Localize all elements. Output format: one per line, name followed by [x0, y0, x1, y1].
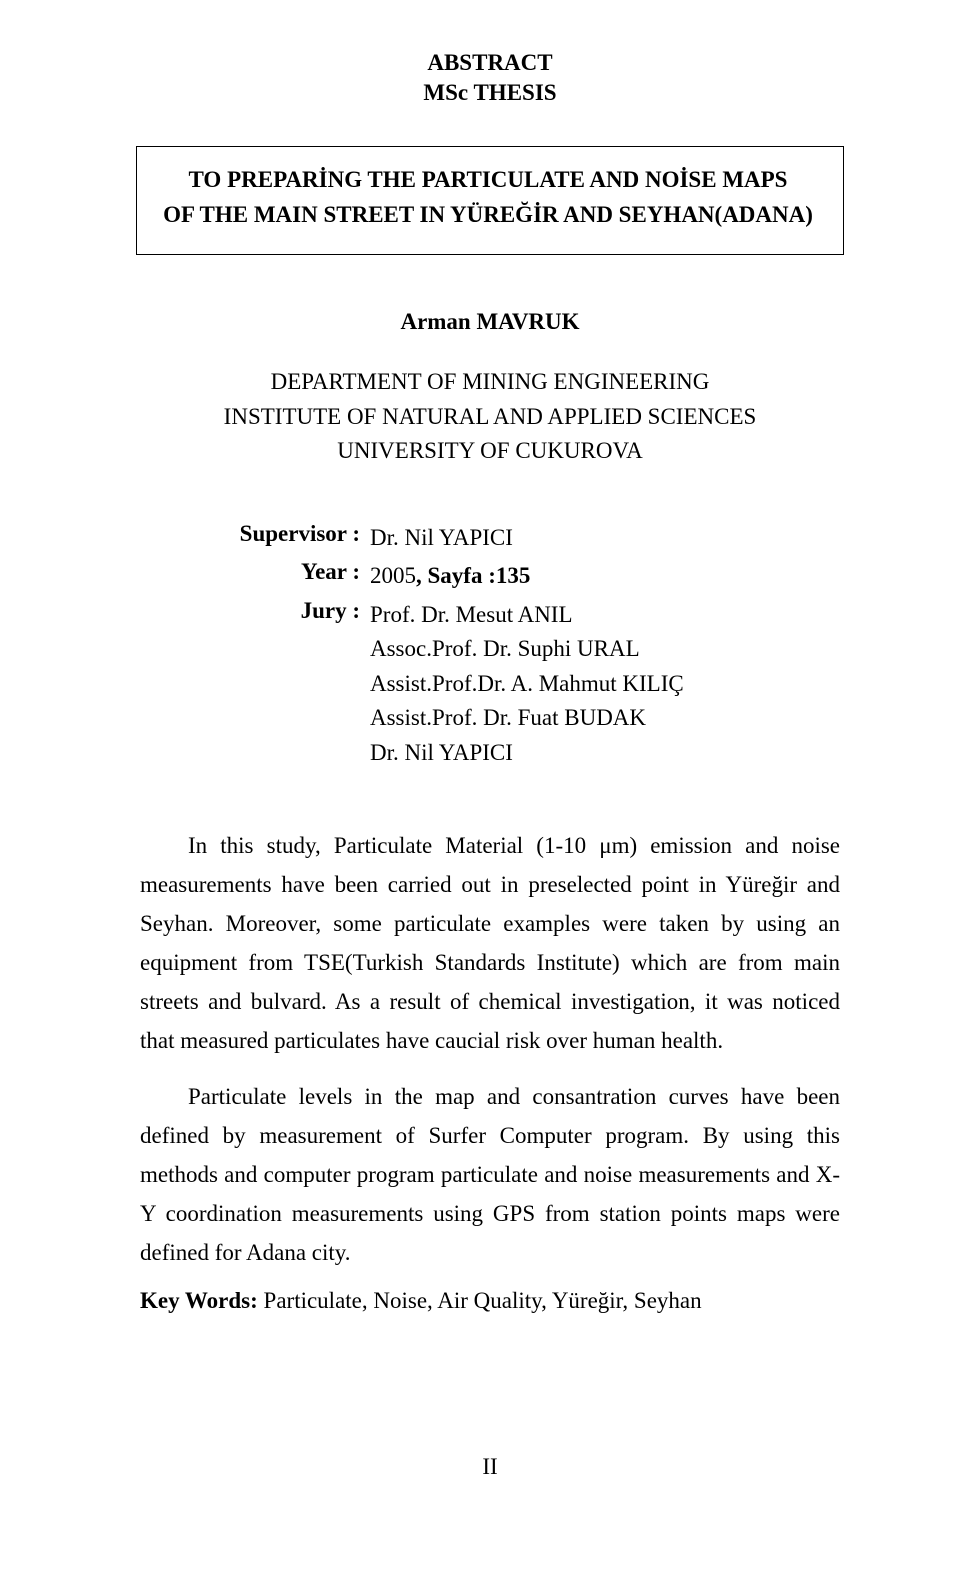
- title-line-1: TO PREPARİNG THE PARTICULATE AND NOİSE M…: [151, 163, 825, 198]
- university: UNIVERSITY OF CUKUROVA: [140, 434, 840, 469]
- jury-member: Assist.Prof.Dr. A. Mahmut KILIÇ: [370, 667, 840, 702]
- year-number: 2005: [370, 563, 416, 588]
- thesis-subtitle: MSc THESIS: [140, 80, 840, 106]
- author-name: Arman MAVRUK: [140, 309, 840, 335]
- jury-label: Jury :: [190, 598, 360, 771]
- keywords-line: Key Words: Particulate, Noise, Air Quali…: [140, 1288, 840, 1314]
- jury-member: Prof. Dr. Mesut ANIL: [370, 598, 840, 633]
- page-number: II: [140, 1454, 840, 1480]
- paragraph-2: Particulate levels in the map and consan…: [140, 1077, 840, 1272]
- author-block: Arman MAVRUK DEPARTMENT OF MINING ENGINE…: [140, 309, 840, 469]
- jury-member: Assist.Prof. Dr. Fuat BUDAK: [370, 701, 840, 736]
- abstract-body: In this study, Particulate Material (1-1…: [140, 826, 840, 1272]
- year-value: 2005, Sayfa :135: [370, 559, 840, 594]
- department: DEPARTMENT OF MINING ENGINEERING: [140, 365, 840, 400]
- title-box: TO PREPARİNG THE PARTICULATE AND NOİSE M…: [136, 146, 844, 255]
- institute: INSTITUTE OF NATURAL AND APPLIED SCIENCE…: [140, 400, 840, 435]
- abstract-heading: ABSTRACT: [140, 50, 840, 76]
- supervisor-value: Dr. Nil YAPICI: [370, 521, 840, 556]
- title-line-2: OF THE MAIN STREET IN YÜREĞİR AND SEYHAN…: [151, 198, 825, 233]
- keywords-value: Particulate, Noise, Air Quality, Yüreğir…: [258, 1288, 702, 1313]
- jury-list: Prof. Dr. Mesut ANIL Assoc.Prof. Dr. Sup…: [370, 598, 840, 771]
- jury-member: Dr. Nil YAPICI: [370, 736, 840, 771]
- paragraph-1: In this study, Particulate Material (1-1…: [140, 826, 840, 1061]
- supervisor-label: Supervisor :: [190, 521, 360, 556]
- header: ABSTRACT MSc THESIS: [140, 50, 840, 106]
- year-label: Year :: [190, 559, 360, 594]
- keywords-label: Key Words:: [140, 1288, 258, 1313]
- year-pages: , Sayfa :135: [416, 563, 530, 588]
- jury-member: Assoc.Prof. Dr. Suphi URAL: [370, 632, 840, 667]
- credits-grid: Supervisor : Dr. Nil YAPICI Year : 2005,…: [190, 521, 840, 771]
